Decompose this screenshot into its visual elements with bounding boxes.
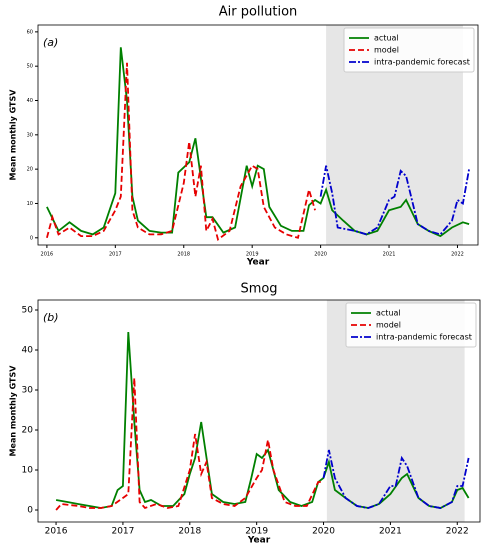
x-tick-label: 2020 — [312, 527, 335, 537]
y-tick-label: 50 — [22, 306, 34, 316]
y-tick-label: 10 — [27, 201, 33, 207]
x-axis-label: Year — [247, 536, 271, 546]
chart-title: Air pollution — [219, 5, 298, 20]
x-tick-label: 2016 — [41, 252, 54, 258]
x-tick-label: 2019 — [245, 527, 268, 537]
x-tick-label: 2021 — [383, 252, 396, 258]
x-tick-label: 2017 — [109, 252, 122, 258]
series-line — [322, 449, 470, 509]
y-tick-label: 30 — [27, 132, 33, 138]
x-tick-label: 2021 — [379, 527, 402, 537]
y-tick-label: 40 — [27, 98, 33, 104]
series-line — [55, 377, 324, 511]
series-line — [46, 47, 470, 238]
x-tick-label: 2022 — [446, 527, 469, 537]
panel-annotation: (b) — [43, 311, 59, 324]
panel-annotation: (a) — [43, 36, 58, 49]
x-tick-label: 2022 — [451, 252, 464, 258]
legend-label: intra-pandemic forecast — [376, 333, 472, 342]
y-tick-label: 10 — [22, 466, 34, 476]
legend-label: model — [376, 321, 401, 330]
y-tick-label: 0 — [27, 506, 33, 516]
y-tick-label: 20 — [27, 167, 33, 173]
plot-frame — [37, 299, 481, 523]
legend-box — [343, 27, 475, 73]
x-tick-label: 2018 — [178, 527, 201, 537]
series-line — [55, 331, 470, 509]
y-tick-label: 50 — [27, 64, 33, 70]
series-line — [319, 165, 470, 236]
x-tick-label: 2019 — [246, 252, 259, 258]
legend-label: model — [374, 46, 399, 55]
chart-title: Smog — [240, 282, 277, 297]
x-tick-label: 2020 — [314, 252, 327, 258]
legend-label: actual — [376, 309, 401, 318]
y-tick-label: 20 — [22, 426, 34, 436]
y-tick-label: 30 — [22, 386, 34, 396]
y-axis-label: Mean monthly GTSV — [9, 89, 18, 181]
x-tick-label: 2017 — [111, 527, 134, 537]
y-tick-label: 0 — [30, 235, 33, 241]
y-axis-label: Mean monthly GTSV — [9, 365, 18, 457]
x-tick-label: 2016 — [45, 527, 68, 537]
y-tick-label: 60 — [27, 29, 33, 35]
plot-frame — [37, 24, 479, 246]
series-line — [46, 62, 316, 242]
legend: actual model intra-pandemic forecast — [343, 27, 475, 73]
legend-label: intra-pandemic forecast — [374, 58, 470, 67]
legend-label: actual — [374, 34, 399, 43]
x-axis-label: Year — [246, 258, 270, 268]
y-tick-label: 40 — [22, 346, 34, 356]
legend: actual model intra-pandemic forecast — [345, 302, 477, 348]
x-tick-label: 2018 — [177, 252, 190, 258]
legend-box — [345, 302, 477, 348]
